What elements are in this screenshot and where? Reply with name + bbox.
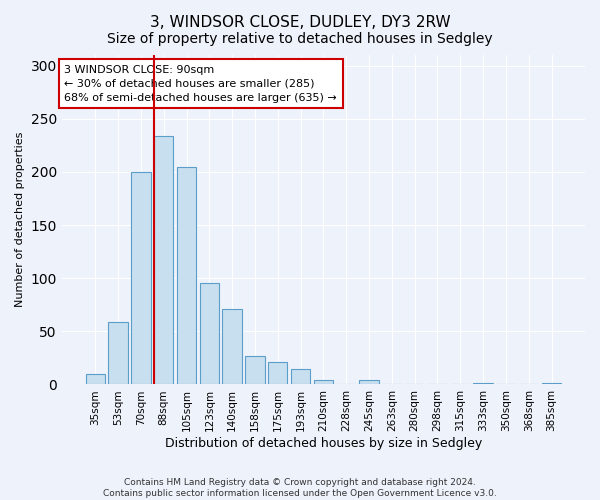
X-axis label: Distribution of detached houses by size in Sedgley: Distribution of detached houses by size … [165,437,482,450]
Bar [86,374,105,384]
Bar [268,362,287,384]
Bar [314,380,333,384]
Bar [291,368,310,384]
Text: Contains HM Land Registry data © Crown copyright and database right 2024.
Contai: Contains HM Land Registry data © Crown c… [103,478,497,498]
Bar [131,172,151,384]
Bar [177,166,196,384]
Bar [359,380,379,384]
Bar [245,356,265,384]
Bar [109,322,128,384]
Bar [154,136,173,384]
Y-axis label: Number of detached properties: Number of detached properties [15,132,25,308]
Text: Size of property relative to detached houses in Sedgley: Size of property relative to detached ho… [107,32,493,46]
Text: 3 WINDSOR CLOSE: 90sqm
← 30% of detached houses are smaller (285)
68% of semi-de: 3 WINDSOR CLOSE: 90sqm ← 30% of detached… [64,65,337,103]
Text: 3, WINDSOR CLOSE, DUDLEY, DY3 2RW: 3, WINDSOR CLOSE, DUDLEY, DY3 2RW [149,15,451,30]
Bar [200,284,219,384]
Bar [223,309,242,384]
